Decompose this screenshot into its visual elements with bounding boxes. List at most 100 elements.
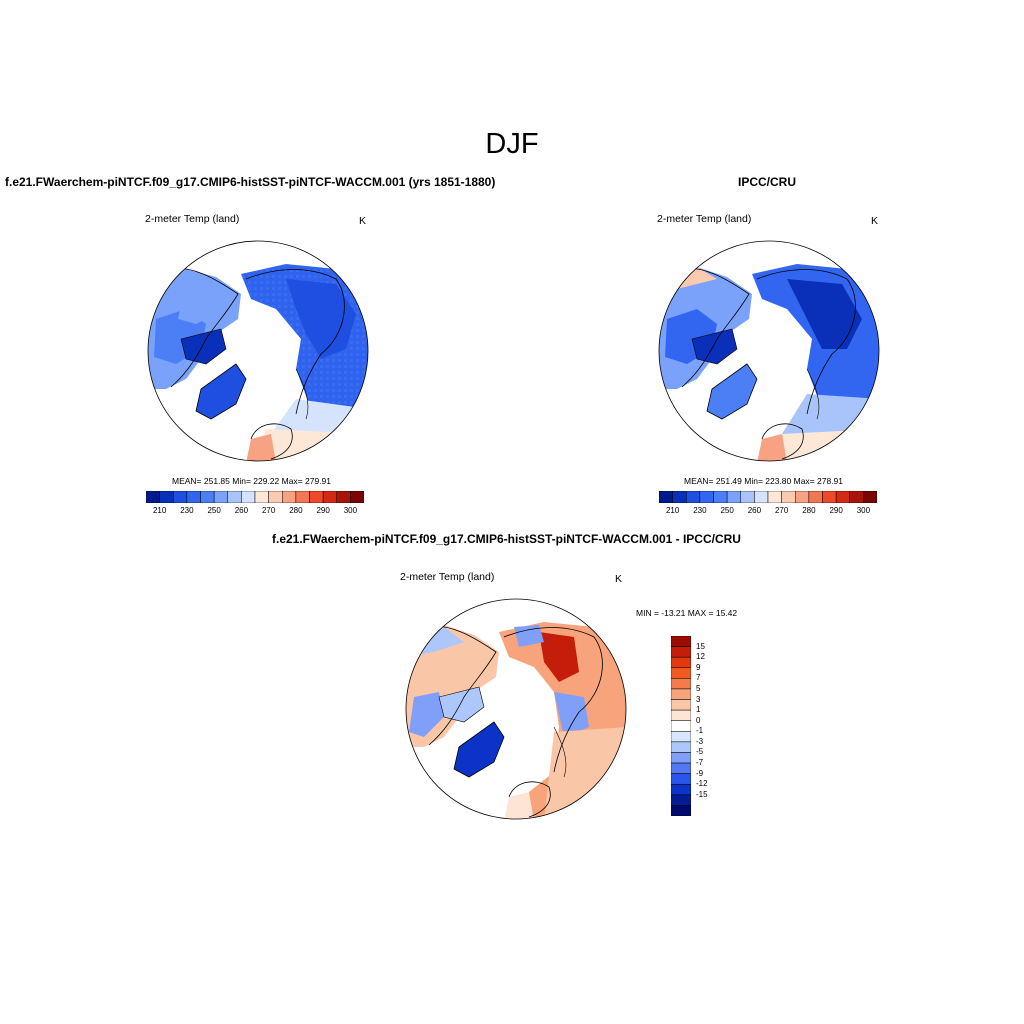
model-colorbar-swatch bbox=[268, 491, 283, 503]
model-colorbar-swatch bbox=[322, 491, 337, 503]
diff-colorbar-label: -9 bbox=[696, 768, 704, 778]
model-colorbar-swatch bbox=[309, 491, 324, 503]
diff-colorbar-labels: 15 12 9 7 5 3 1 0 -1 -3 -5 -7 -9 -12 -15 bbox=[696, 636, 726, 816]
obs-colorbar-swatch bbox=[672, 491, 687, 503]
model-colorbar-swatch bbox=[350, 491, 364, 503]
model-colorbar-swatch bbox=[295, 491, 310, 503]
model-colorbar-swatch bbox=[227, 491, 242, 503]
diff-colorbar-swatch bbox=[671, 783, 691, 796]
diff-colorbar-swatch bbox=[671, 731, 691, 743]
obs-colorbar-swatch bbox=[863, 491, 877, 503]
obs-colorbar-tick-label: 300 bbox=[856, 506, 871, 515]
model-colorbar-swatch bbox=[336, 491, 351, 503]
model-colorbar-swatch bbox=[186, 491, 201, 503]
diff-colorbar-swatch bbox=[671, 794, 691, 806]
model-colorbar bbox=[146, 491, 364, 503]
diff-colorbar-swatch bbox=[671, 667, 691, 679]
diff-colorbar-swatch bbox=[671, 636, 691, 647]
model-colorbar-swatch bbox=[254, 491, 269, 503]
diff-colorbar-swatch bbox=[671, 762, 691, 774]
diff-colorbar-swatch bbox=[671, 805, 691, 816]
obs-polar-map bbox=[658, 240, 880, 462]
obs-variable-label: 2-meter Temp (land) bbox=[657, 213, 752, 225]
model-colorbar-tick-label: 260 bbox=[234, 506, 249, 515]
obs-colorbar-swatch bbox=[835, 491, 850, 503]
obs-colorbar-tick-label: 270 bbox=[774, 506, 789, 515]
diff-colorbar-swatch bbox=[671, 678, 691, 690]
diff-colorbar-swatch bbox=[671, 741, 691, 753]
diff-colorbar-label: -5 bbox=[696, 747, 704, 757]
page-title: DJF bbox=[485, 128, 539, 160]
diff-colorbar-swatch bbox=[671, 699, 691, 711]
diff-colorbar-label: -1 bbox=[696, 726, 704, 736]
model-colorbar-swatch bbox=[159, 491, 174, 503]
model-variable-label: 2-meter Temp (land) bbox=[145, 213, 240, 225]
obs-colorbar-swatch bbox=[767, 491, 782, 503]
diff-colorbar-label: -15 bbox=[696, 789, 708, 799]
diff-colorbar bbox=[671, 636, 691, 816]
model-colorbar-tick-label: 280 bbox=[289, 506, 303, 515]
obs-colorbar-swatch bbox=[754, 491, 769, 503]
obs-colorbar-swatch bbox=[795, 491, 810, 503]
diff-colorbar-label: -3 bbox=[696, 736, 704, 746]
diff-colorbar-label: 7 bbox=[696, 673, 701, 683]
diff-colorbar-label: -12 bbox=[696, 779, 708, 789]
diff-colorbar-swatch bbox=[671, 773, 691, 785]
model-colorbar-swatch bbox=[146, 491, 160, 503]
model-polar-map bbox=[147, 240, 369, 462]
obs-colorbar-swatch bbox=[699, 491, 714, 503]
obs-colorbar-tick-label: 210 bbox=[665, 506, 680, 515]
diff-colorbar-swatch bbox=[671, 752, 691, 764]
model-colorbar-tick-label: 270 bbox=[261, 506, 276, 515]
diff-variable-label: 2-meter Temp (land) bbox=[400, 571, 495, 583]
diff-colorbar-label: 15 bbox=[696, 641, 705, 651]
model-colorbar-swatch bbox=[200, 491, 215, 503]
obs-colorbar-swatch bbox=[713, 491, 728, 503]
diff-colorbar-swatch bbox=[671, 656, 691, 669]
diff-colorbar-label: 1 bbox=[696, 705, 701, 715]
obs-colorbar-swatch bbox=[740, 491, 755, 503]
obs-colorbar-swatch bbox=[781, 491, 796, 503]
obs-colorbar-swatch bbox=[686, 491, 701, 503]
model-colorbar-tick-label: 230 bbox=[180, 506, 194, 515]
model-colorbar-swatch bbox=[213, 491, 228, 503]
model-units-label: K bbox=[359, 215, 367, 227]
obs-stats: MEAN= 251.49 Min= 223.80 Max= 278.91 bbox=[684, 476, 844, 486]
obs-panel-title: IPCC/CRU bbox=[738, 175, 797, 189]
model-colorbar-tick-label: 290 bbox=[316, 506, 330, 515]
obs-colorbar-tick-label: 260 bbox=[747, 506, 762, 515]
obs-colorbar-swatch bbox=[822, 491, 837, 503]
obs-colorbar bbox=[659, 491, 877, 503]
diff-colorbar-label: 5 bbox=[696, 683, 701, 693]
obs-colorbar-swatch bbox=[726, 491, 741, 503]
model-stats: MEAN= 251.85 Min= 229.22 Max= 279.91 bbox=[172, 476, 332, 486]
model-colorbar-swatch bbox=[282, 491, 297, 503]
obs-colorbar-tick-label: 280 bbox=[802, 506, 816, 515]
diff-colorbar-swatch bbox=[671, 709, 691, 721]
diff-polar-map bbox=[405, 598, 627, 820]
diff-stats: MIN = -13.21 MAX = 15.42 bbox=[636, 608, 738, 618]
obs-colorbar-tick-label: 250 bbox=[720, 506, 734, 515]
diff-colorbar-label: 9 bbox=[696, 662, 701, 672]
diff-panel-title: f.e21.FWaerchem-piNTCF.f09_g17.CMIP6-his… bbox=[272, 532, 741, 546]
diff-colorbar-swatch bbox=[671, 720, 691, 732]
model-colorbar-swatch bbox=[241, 491, 256, 503]
model-colorbar-tick-label: 250 bbox=[207, 506, 221, 515]
obs-colorbar-tick-label: 290 bbox=[829, 506, 843, 515]
diff-colorbar-label: -7 bbox=[696, 758, 704, 768]
model-colorbar-tick-label: 300 bbox=[343, 506, 358, 515]
diff-colorbar-swatch bbox=[671, 688, 691, 700]
diff-colorbar-label: 0 bbox=[696, 715, 701, 725]
obs-colorbar-swatch bbox=[659, 491, 673, 503]
model-colorbar-tick-label: 210 bbox=[152, 506, 167, 515]
diff-colorbar-label: 12 bbox=[696, 652, 705, 662]
obs-colorbar-tick-label: 230 bbox=[693, 506, 707, 515]
diff-colorbar-swatch bbox=[671, 646, 691, 658]
obs-units-label: K bbox=[871, 215, 879, 227]
model-colorbar-ticks: 210 230 250 260 270 280 290 300 bbox=[146, 506, 364, 518]
model-colorbar-swatch bbox=[173, 491, 188, 503]
obs-colorbar-swatch bbox=[849, 491, 864, 503]
model-panel-title: f.e21.FWaerchem-piNTCF.f09_g17.CMIP6-his… bbox=[5, 175, 496, 189]
obs-colorbar-ticks: 210 230 250 260 270 280 290 300 bbox=[659, 506, 877, 518]
obs-colorbar-swatch bbox=[808, 491, 823, 503]
